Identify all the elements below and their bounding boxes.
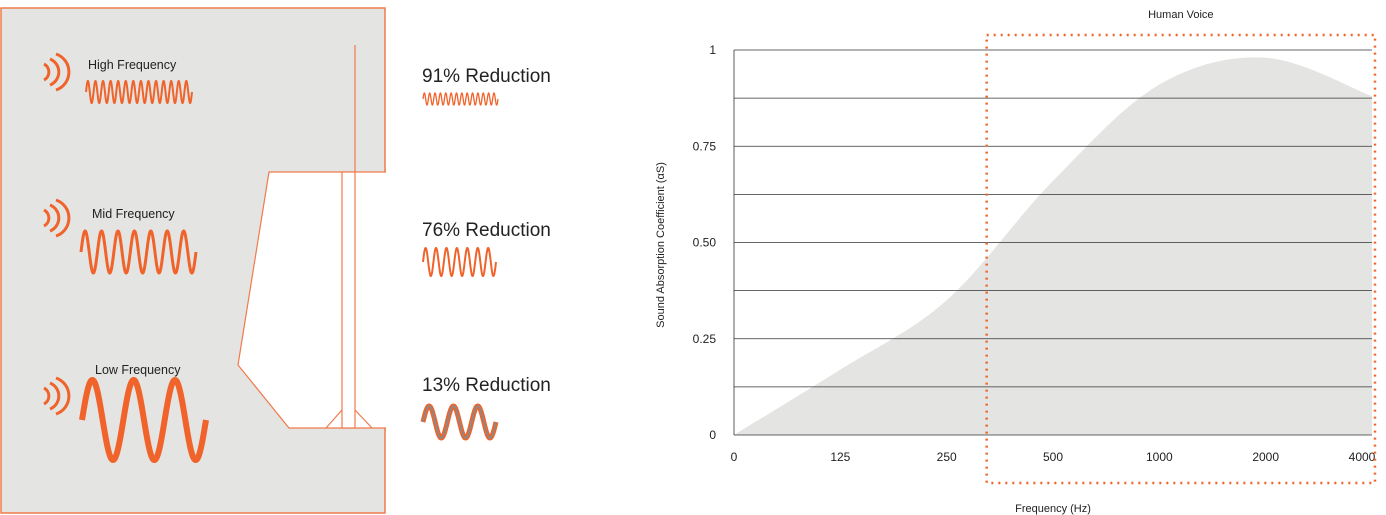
waveform-icon xyxy=(79,229,198,275)
x-tick-labels: 0 125 250 500 1000 2000 4000 xyxy=(731,450,1376,464)
source-label: High Frequency xyxy=(88,58,177,72)
absorber-panel-edge xyxy=(341,171,356,429)
grid xyxy=(733,49,1372,436)
sound-wave-icon xyxy=(43,198,71,238)
sound-wave-icon xyxy=(43,376,71,416)
y-tick-label: 1 xyxy=(709,43,716,57)
x-tick-label: 250 xyxy=(937,450,957,464)
waveform-icon xyxy=(422,246,497,278)
source-mid: Mid Frequency xyxy=(43,198,198,275)
human-voice-range xyxy=(985,33,1377,485)
waveform-icon xyxy=(422,92,499,106)
y-tick-label: 0.50 xyxy=(693,236,717,250)
x-tick-label: 500 xyxy=(1043,450,1063,464)
y-tick-label: 0.75 xyxy=(693,139,717,153)
x-tick-label: 0 xyxy=(731,450,738,464)
waveform-icon xyxy=(79,376,209,464)
x-tick-label: 2000 xyxy=(1252,450,1279,464)
y-tick-labels: 0 0.25 0.50 0.75 1 xyxy=(693,43,717,442)
reduction-label-high: 91% Reduction xyxy=(422,66,551,87)
waveform-icon xyxy=(85,80,193,104)
reduction-labels: 91% Reduction 76% Reduction 13% Reductio… xyxy=(420,66,551,441)
source-high: High Frequency xyxy=(43,52,193,104)
reduction-label-mid: 76% Reduction xyxy=(422,220,551,241)
waveform-icon xyxy=(422,405,497,439)
annotation-label: Human Voice xyxy=(1148,9,1213,21)
y-axis-label: Sound Absorption Coefficient (αS) xyxy=(655,162,667,328)
x-tick-label: 125 xyxy=(830,450,850,464)
source-label: Mid Frequency xyxy=(92,207,175,221)
source-low: Low Frequency xyxy=(43,363,209,464)
area-series xyxy=(734,57,1372,435)
y-tick-label: 0 xyxy=(709,428,716,442)
reduction-label-low: 13% Reduction xyxy=(422,375,551,396)
sound-wave-icon xyxy=(43,52,71,92)
x-tick-label: 4000 xyxy=(1349,450,1376,464)
panel-notch xyxy=(325,409,373,429)
source-label: Low Frequency xyxy=(95,363,181,377)
absorption-chart: 0 0.25 0.50 0.75 1 0 125 250 500 1000 2000 4000 Hu… xyxy=(655,9,1377,515)
y-tick-label: 0.25 xyxy=(693,332,717,346)
absorption-illustration: High Frequency Mid Frequency Low Frequen… xyxy=(0,7,386,514)
x-axis-label: Frequency (Hz) xyxy=(1015,503,1091,515)
x-tick-label: 1000 xyxy=(1146,450,1173,464)
